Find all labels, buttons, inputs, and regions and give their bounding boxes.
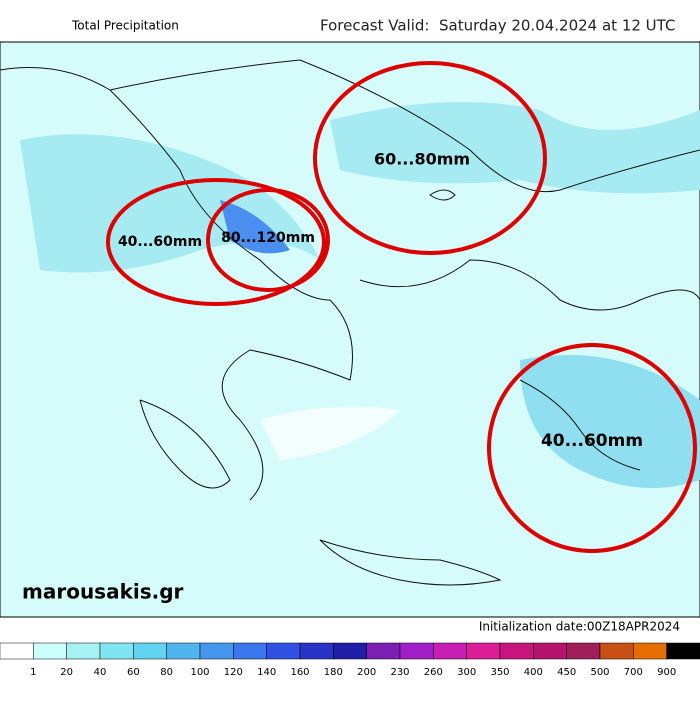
legend-swatch — [133, 642, 167, 660]
legend-swatch — [533, 642, 567, 660]
legend: 1 20 40 60 80 100 120 140 160 180 200 230 260 300 350 4… — [0, 642, 700, 678]
annotation: 60...80mm — [374, 150, 470, 169]
legend-swatch — [299, 642, 334, 660]
legend-label: 160 — [290, 667, 309, 678]
legend-label: 260 — [424, 667, 443, 678]
legend-swatch — [399, 642, 434, 660]
rain-core — [220, 200, 290, 254]
legend-swatch — [666, 642, 700, 660]
legend-swatch — [233, 642, 267, 660]
legend-label: 180 — [324, 667, 343, 678]
legend-label: 40 — [94, 667, 107, 678]
legend-label: 450 — [557, 667, 576, 678]
map-title: Total Precipitation — [71, 19, 179, 33]
legend-swatch — [199, 642, 234, 660]
legend-label: 80 — [160, 667, 173, 678]
legend-swatch — [266, 642, 301, 660]
legend-swatch — [366, 642, 401, 660]
rain-area — [330, 102, 700, 194]
annotation: 80...120mm — [221, 230, 315, 246]
legend-label: 1 — [30, 667, 36, 678]
legend-swatch — [466, 642, 501, 660]
legend-swatch — [333, 642, 367, 660]
legend-swatch — [66, 642, 101, 660]
legend-swatch — [566, 642, 601, 660]
legend-label: 120 — [224, 667, 243, 678]
legend-label: 20 — [60, 667, 73, 678]
legend-swatch — [99, 642, 134, 660]
legend-swatch — [0, 642, 34, 660]
dry-area — [260, 406, 400, 460]
legend-label: 140 — [257, 667, 276, 678]
legend-label: 200 — [357, 667, 376, 678]
highlight-circles — [106, 61, 697, 553]
map: 60...80mm 40...60mm 80...120mm 40...60mm… — [0, 41, 700, 618]
legend-swatch — [166, 642, 201, 660]
legend-label: 700 — [624, 667, 643, 678]
legend-label: 300 — [457, 667, 476, 678]
coastlines — [0, 59, 700, 586]
legend-label: 100 — [190, 667, 209, 678]
legend-label: 230 — [390, 667, 409, 678]
legend-label: 500 — [590, 667, 609, 678]
legend-label: 400 — [524, 667, 543, 678]
legend-label: 60 — [127, 667, 140, 678]
legend-swatch — [499, 642, 534, 660]
valid-time: Forecast Valid: Saturday 20.04.2024 at 1… — [320, 17, 675, 35]
legend-swatch — [633, 642, 667, 660]
legend-label: 900 — [657, 667, 676, 678]
rain-area — [520, 355, 700, 488]
legend-swatch — [33, 642, 67, 660]
annotation: 40...60mm — [118, 234, 202, 250]
legend-swatch — [433, 642, 467, 660]
legend-label: 350 — [490, 667, 509, 678]
watermark: marousakis.gr — [22, 580, 184, 604]
init-date: Initialization date:00Z18APR2024 — [479, 620, 680, 634]
legend-swatch — [599, 642, 634, 660]
annotation: 40...60mm — [541, 431, 643, 451]
